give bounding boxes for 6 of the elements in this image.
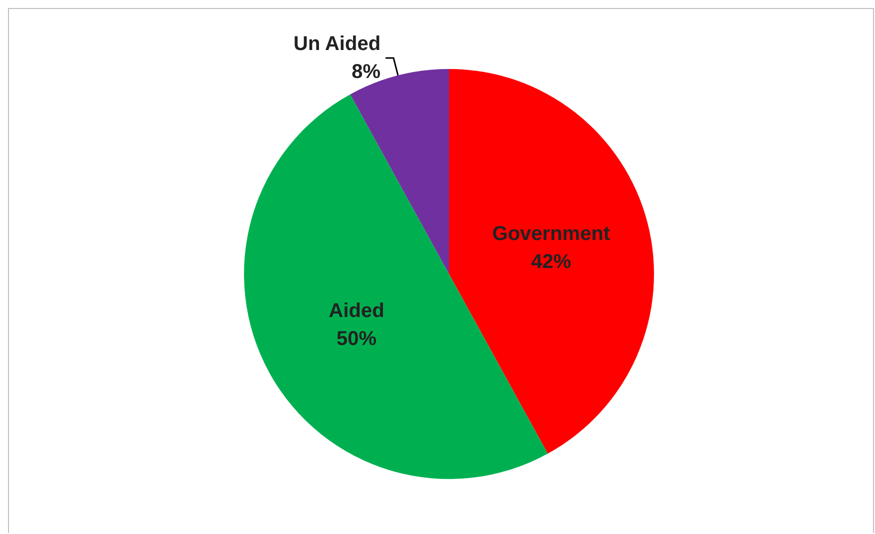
slice-label: Government xyxy=(492,222,610,245)
data-label: 8% xyxy=(352,61,381,84)
data-label: 42% xyxy=(531,250,572,273)
data-label: 50% xyxy=(336,328,377,350)
slice-label: Un Aided xyxy=(294,33,381,56)
slice-label: Aided xyxy=(328,300,384,322)
